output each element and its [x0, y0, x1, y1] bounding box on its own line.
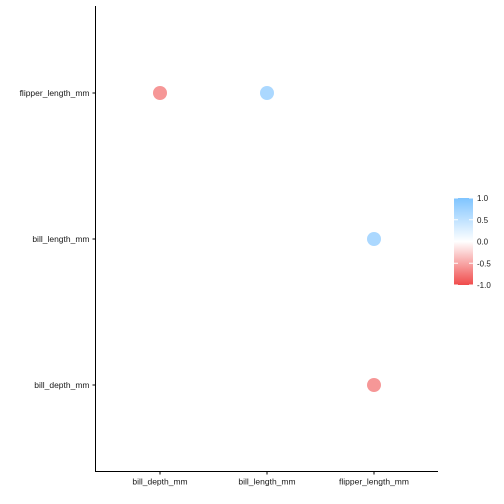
correlation-point: [367, 232, 381, 246]
y-tick-label: bill_length_mm: [32, 234, 89, 244]
y-tick-label: flipper_length_mm: [20, 88, 90, 98]
y-tick-label: bill_depth_mm: [34, 380, 89, 390]
legend-label: -1.0: [477, 281, 491, 290]
correlation-point: [153, 86, 167, 100]
x-tick-label: bill_length_mm: [238, 477, 295, 487]
y-axis-ticks: bill_depth_mm bill_length_mm flipper_lengt…: [20, 88, 96, 390]
color-legend: 1.0 0.5 0.0 -0.5 -1.0: [454, 194, 491, 290]
plot-panel: bill_depth_mm bill_length_mm flipper_lengt…: [20, 6, 438, 487]
data-points: [153, 86, 381, 392]
x-axis-ticks: bill_depth_mm bill_length_mm flipper_lengt…: [132, 471, 409, 487]
x-tick-label: bill_depth_mm: [132, 477, 187, 487]
legend-label: 0.0: [477, 238, 489, 247]
legend-label: 1.0: [477, 194, 489, 203]
legend-label: 0.5: [477, 216, 489, 225]
x-tick-label: flipper_length_mm: [339, 477, 409, 487]
legend-colorbar: [454, 198, 473, 285]
correlation-point: [367, 378, 381, 392]
legend-ticks: 1.0 0.5 0.0 -0.5 -1.0: [454, 194, 491, 290]
correlation-point: [260, 86, 274, 100]
legend-label: -0.5: [477, 259, 491, 268]
